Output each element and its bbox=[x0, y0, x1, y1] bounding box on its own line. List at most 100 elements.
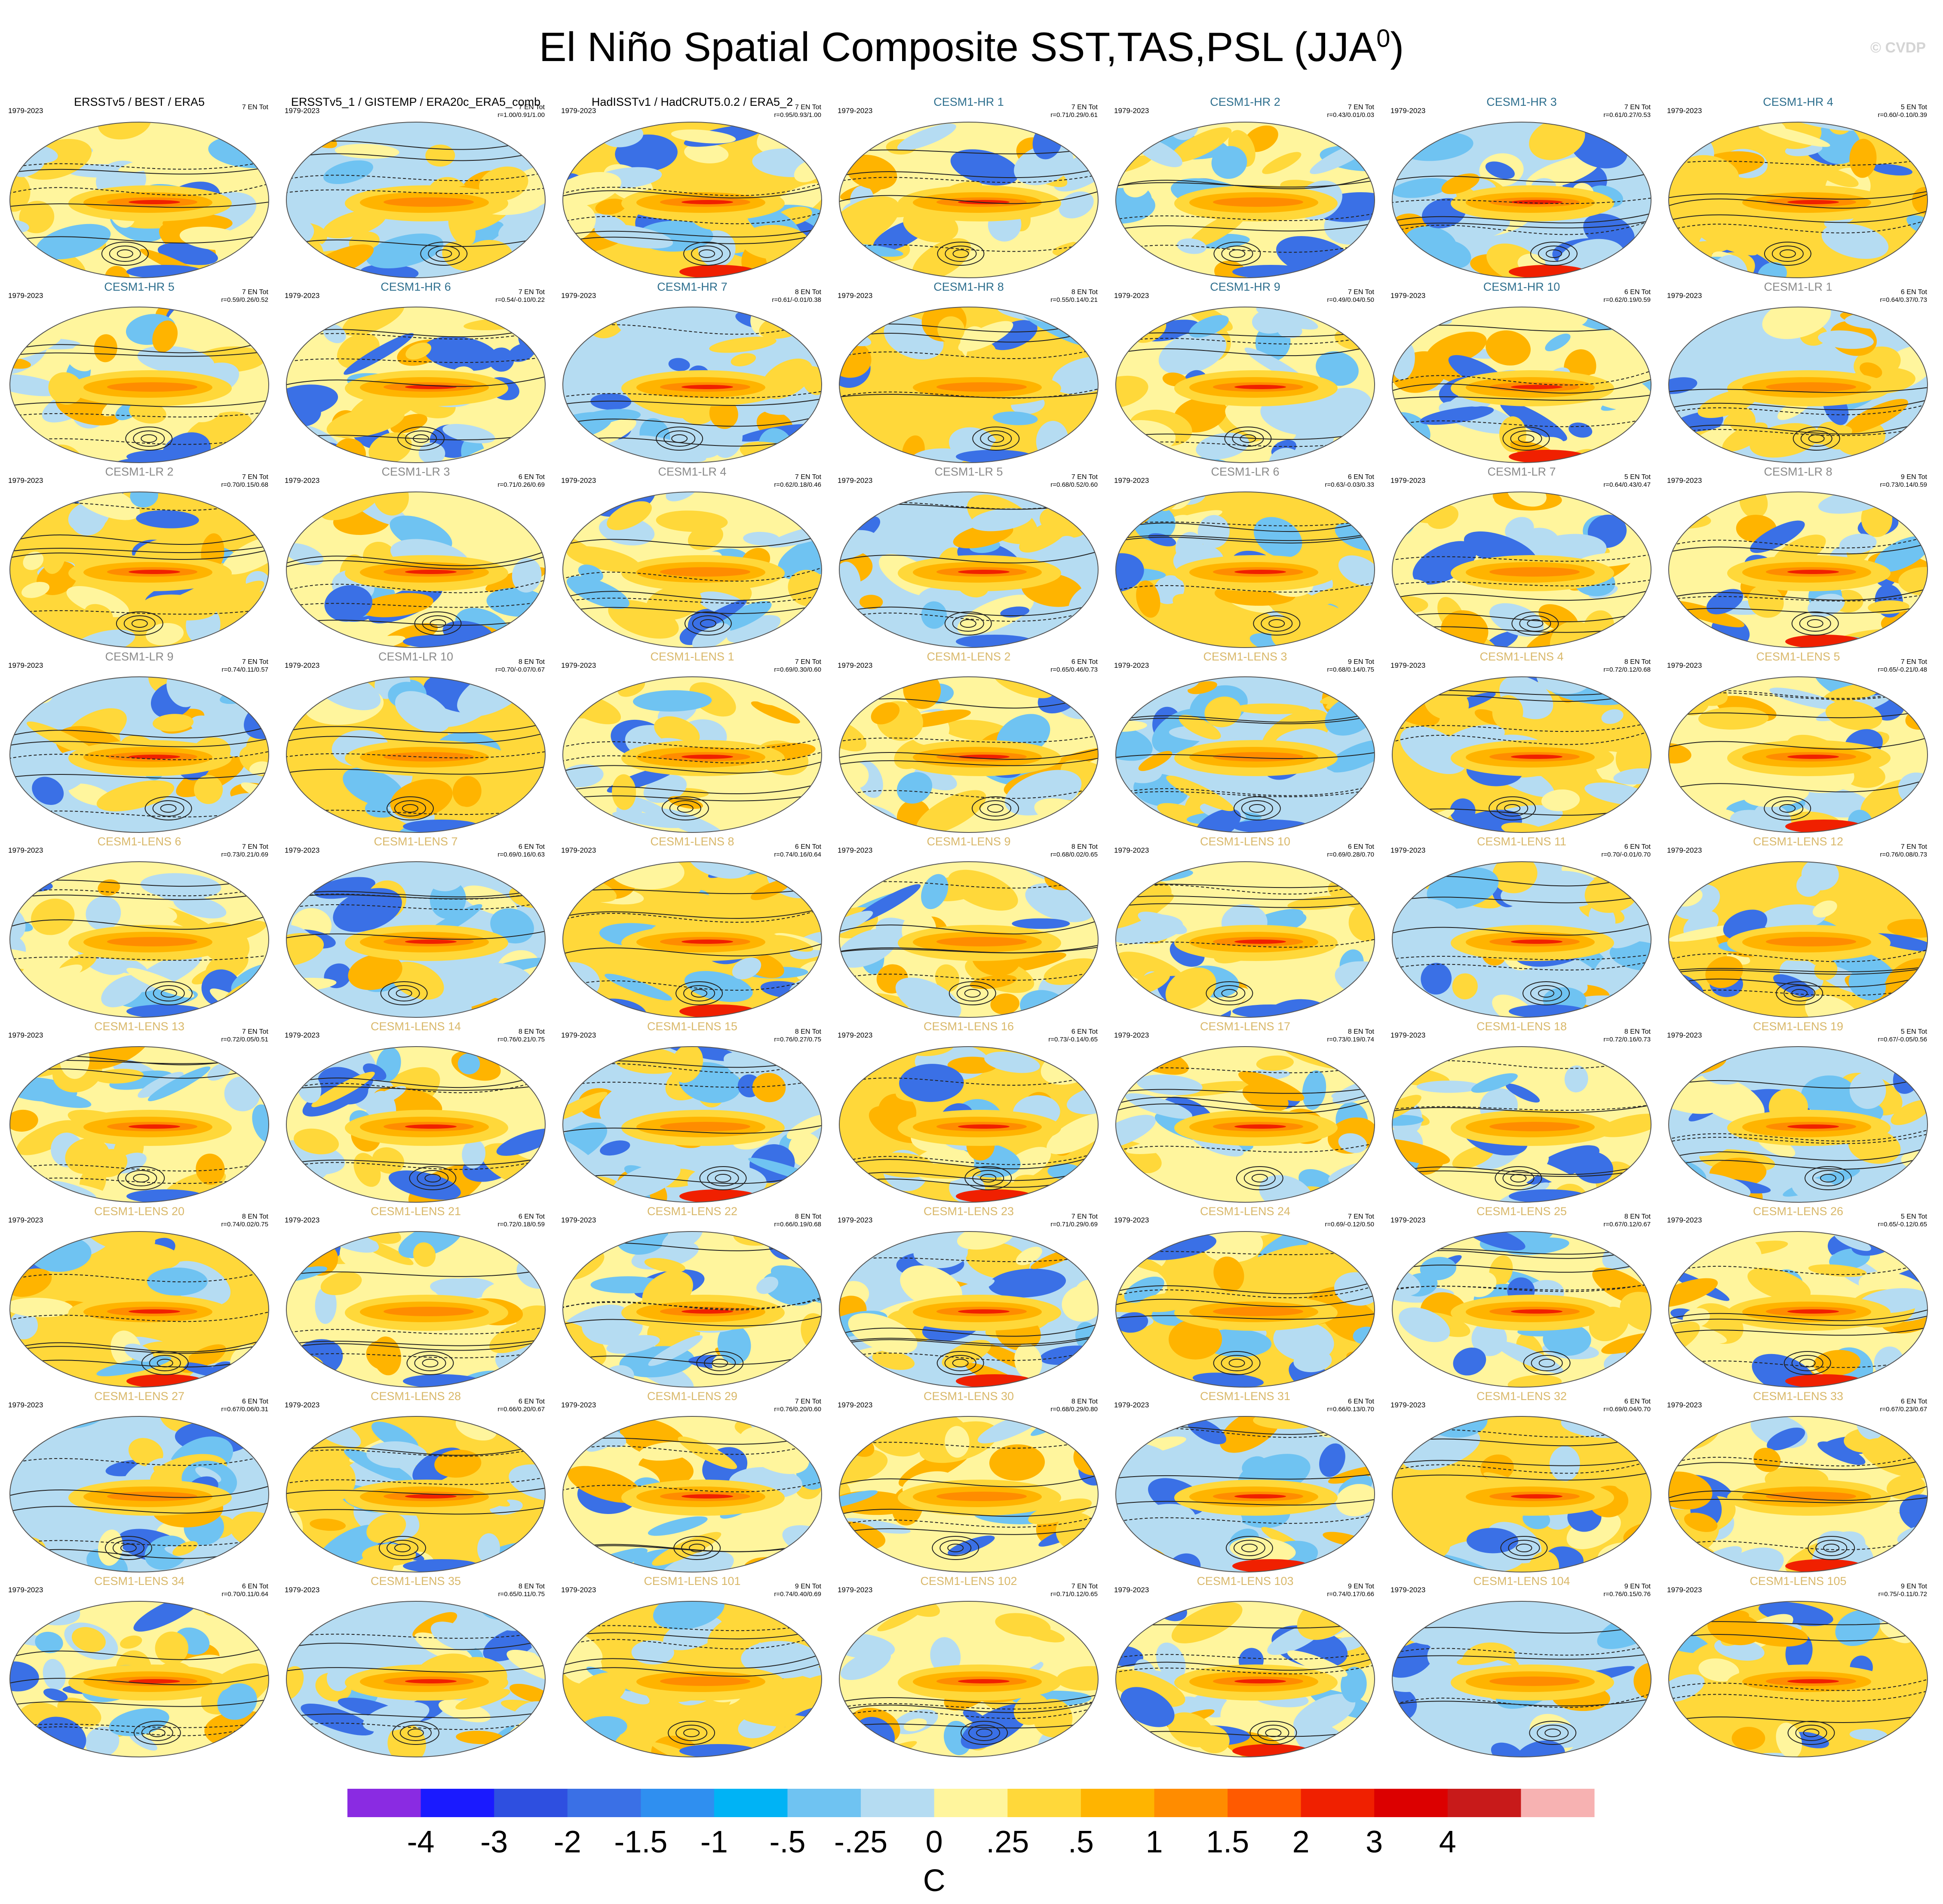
panel-title: CESM1-LENS 7 bbox=[374, 835, 458, 848]
colorbar-unit-label: C bbox=[923, 1864, 945, 1898]
composite-map bbox=[1115, 861, 1375, 1018]
panel-event-count: 8 EN Tot bbox=[1624, 658, 1651, 666]
panel-title: CESM1-LENS 18 bbox=[1476, 1020, 1567, 1033]
panel-event-count: 6 EN Tot bbox=[1348, 473, 1374, 481]
composite-map bbox=[286, 1601, 546, 1757]
map-panel: CESM1-LENS 30 1979-2023 8 EN Tot r=0.68/0.2… bbox=[831, 1390, 1106, 1574]
panel-pattern-correlation: r=0.65/-0.12/0.65 bbox=[1878, 1221, 1927, 1228]
panel-title: CESM1-LENS 12 bbox=[1753, 835, 1844, 848]
panel-event-count: 6 EN Tot bbox=[1348, 843, 1374, 851]
map-panel: CESM1-LENS 4 1979-2023 8 EN Tot r=0.72/0.12… bbox=[1384, 650, 1659, 834]
panel-period: 1979-2023 bbox=[1667, 1216, 1702, 1224]
map-panel: CESM1-LR 1 1979-2023 6 EN Tot r=0.64/0.37/0… bbox=[1661, 280, 1936, 464]
colorbar-swatch bbox=[567, 1789, 641, 1817]
panel-event-count: 7 EN Tot bbox=[1071, 104, 1098, 111]
panel-title: ERSSTv5_1 / GISTEMP / ERA20c_ERA5_comb bbox=[291, 95, 541, 108]
panel-period: 1979-2023 bbox=[1114, 846, 1149, 854]
panel-pattern-correlation: r=0.74/0.02/0.75 bbox=[221, 1221, 268, 1228]
panel-event-count: 9 EN Tot bbox=[1900, 1583, 1927, 1590]
composite-map bbox=[562, 861, 822, 1018]
composite-map bbox=[1392, 1231, 1651, 1388]
map-panel: CESM1-LENS 105 1979-2023 9 EN Tot r=0.75/-0… bbox=[1661, 1575, 1936, 1759]
panel-period: 1979-2023 bbox=[8, 661, 43, 669]
composite-map bbox=[839, 491, 1099, 648]
colorbar-tick-label: .5 bbox=[1068, 1825, 1094, 1859]
map-panel: CESM1-LENS 16 1979-2023 6 EN Tot r=0.73/-0.… bbox=[831, 1020, 1106, 1204]
panel-period: 1979-2023 bbox=[285, 292, 320, 300]
panel-title: CESM1-LENS 16 bbox=[923, 1020, 1014, 1033]
map-panel: CESM1-LENS 31 1979-2023 6 EN Tot r=0.66/0.1… bbox=[1108, 1390, 1383, 1574]
composite-map bbox=[1392, 1416, 1651, 1572]
composite-map bbox=[286, 1046, 546, 1203]
panel-pattern-correlation: r=0.75/-0.11/0.72 bbox=[1878, 1591, 1927, 1598]
panel-pattern-correlation: r=0.67/0.12/0.67 bbox=[1603, 1221, 1651, 1228]
colorbar-tick-label: -.5 bbox=[769, 1825, 805, 1859]
panel-pattern-correlation: r=0.69/0.30/0.60 bbox=[774, 666, 821, 673]
panel-title: CESM1-LENS 14 bbox=[370, 1020, 461, 1033]
map-panel: CESM1-LR 7 1979-2023 5 EN Tot r=0.64/0.43/0… bbox=[1384, 465, 1659, 649]
composite-map bbox=[839, 676, 1099, 833]
panel-title: CESM1-LR 5 bbox=[934, 465, 1003, 478]
panel-event-count: 7 EN Tot bbox=[242, 1028, 268, 1035]
composite-map bbox=[839, 1231, 1099, 1388]
map-panel: CESM1-HR 6 1979-2023 7 EN Tot r=0.54/-0.10/… bbox=[278, 280, 553, 464]
panel-period: 1979-2023 bbox=[285, 846, 320, 854]
chart-title-superscript: 0 bbox=[1376, 25, 1390, 52]
panel-title: CESM1-HR 7 bbox=[657, 280, 727, 293]
panel-period: 1979-2023 bbox=[561, 107, 596, 115]
panel-event-count: 7 EN Tot bbox=[1348, 104, 1374, 111]
panel-period: 1979-2023 bbox=[838, 107, 873, 115]
panel-event-count: 6 EN Tot bbox=[518, 843, 545, 851]
panel-title: CESM1-LENS 1 bbox=[650, 650, 734, 663]
panel-period: 1979-2023 bbox=[838, 1401, 873, 1409]
panel-title: CESM1-LR 6 bbox=[1211, 465, 1280, 478]
panel-pattern-correlation: r=0.69/0.04/0.70 bbox=[1603, 1406, 1651, 1413]
composite-map bbox=[1668, 1601, 1928, 1757]
panel-pattern-correlation: r=0.72/0.18/0.59 bbox=[497, 1221, 545, 1228]
panel-title: CESM1-LENS 15 bbox=[647, 1020, 738, 1033]
panel-period: 1979-2023 bbox=[1114, 292, 1149, 300]
panel-title: CESM1-LENS 3 bbox=[1203, 650, 1287, 663]
panel-title: CESM1-LENS 24 bbox=[1200, 1205, 1291, 1218]
panel-period: 1979-2023 bbox=[285, 1586, 320, 1594]
panel-pattern-correlation: r=0.69/0.28/0.70 bbox=[1327, 851, 1374, 858]
composite-map bbox=[286, 676, 546, 833]
colorbar-tick-label: 4 bbox=[1439, 1825, 1456, 1859]
colorbar-swatch bbox=[1080, 1789, 1154, 1817]
panel-event-count: 5 EN Tot bbox=[1900, 1028, 1927, 1035]
composite-map bbox=[562, 1601, 822, 1757]
panel-title: CESM1-LENS 19 bbox=[1753, 1020, 1844, 1033]
panel-pattern-correlation: r=0.76/0.21/0.75 bbox=[497, 1036, 545, 1043]
panel-title: CESM1-LENS 4 bbox=[1480, 650, 1564, 663]
panel-pattern-correlation: r=0.70/0.15/0.68 bbox=[221, 481, 268, 488]
panel-period: 1979-2023 bbox=[1114, 476, 1149, 485]
panel-event-count: 8 EN Tot bbox=[795, 1028, 821, 1035]
map-panel: CESM1-LENS 23 1979-2023 7 EN Tot r=0.71/0.2… bbox=[831, 1205, 1106, 1389]
composite-map bbox=[9, 122, 269, 278]
panel-pattern-correlation: r=0.69/0.16/0.63 bbox=[497, 851, 545, 858]
map-panel: CESM1-LR 9 1979-2023 7 EN Tot r=0.74/0.11/0… bbox=[2, 650, 277, 834]
map-panel: CESM1-HR 3 1979-2023 7 EN Tot r=0.61/0.27/0… bbox=[1384, 95, 1659, 279]
panel-title: CESM1-LENS 8 bbox=[650, 835, 734, 848]
panel-pattern-correlation: r=0.68/0.14/0.75 bbox=[1327, 666, 1374, 673]
panel-period: 1979-2023 bbox=[561, 1586, 596, 1594]
panel-pattern-correlation: r=1.00/0.91/1.00 bbox=[497, 111, 545, 119]
panel-event-count: 9 EN Tot bbox=[795, 1583, 821, 1590]
panel-title: CESM1-LENS 33 bbox=[1753, 1390, 1844, 1403]
panel-title: CESM1-HR 3 bbox=[1486, 95, 1557, 108]
panel-period: 1979-2023 bbox=[561, 292, 596, 300]
panel-event-count: 9 EN Tot bbox=[1900, 473, 1927, 481]
panel-period: 1979-2023 bbox=[838, 661, 873, 669]
map-panel: CESM1-LENS 103 1979-2023 9 EN Tot r=0.74/0.… bbox=[1108, 1575, 1383, 1759]
panel-title: CESM1-LR 8 bbox=[1764, 465, 1832, 478]
panel-event-count: 6 EN Tot bbox=[1624, 289, 1651, 296]
panel-event-count: 7 EN Tot bbox=[242, 104, 268, 111]
panel-event-count: 6 EN Tot bbox=[795, 843, 821, 851]
panel-period: 1979-2023 bbox=[1667, 661, 1702, 669]
panel-period: 1979-2023 bbox=[285, 476, 320, 485]
map-panel: CESM1-LENS 7 1979-2023 6 EN Tot r=0.69/0.16… bbox=[278, 835, 553, 1019]
colorbar: -4 -3 -2 -1.5 -1 -.5 -.25 0 .25 .5 1 1.5 2 3 4 C bbox=[347, 1789, 1595, 1898]
panel-title: CESM1-LENS 103 bbox=[1197, 1575, 1294, 1588]
panel-pattern-correlation: r=0.65/0.11/0.75 bbox=[498, 1591, 545, 1598]
panel-period: 1979-2023 bbox=[285, 107, 320, 115]
